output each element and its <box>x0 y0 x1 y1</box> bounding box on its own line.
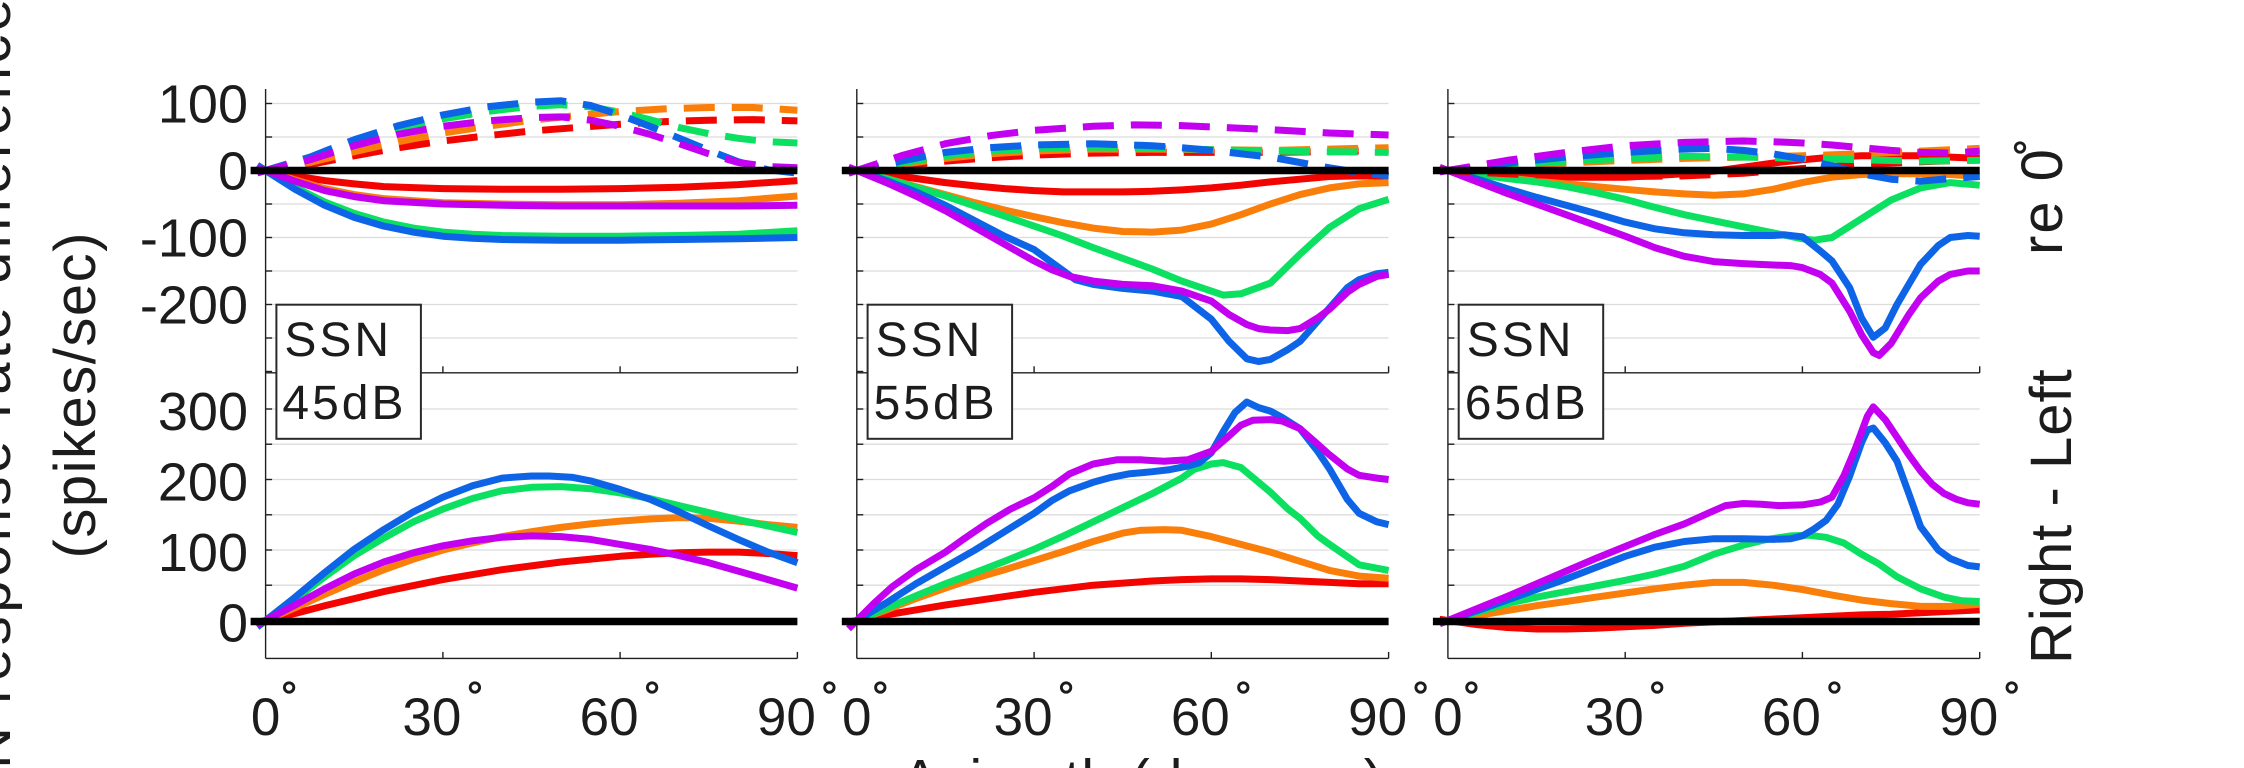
svg-text:55dB: 55dB <box>874 377 998 430</box>
svg-text:90: 90 <box>757 688 816 747</box>
svg-text:AN response rate differences: AN response rate differences <box>0 0 23 768</box>
svg-text:60: 60 <box>1762 688 1821 747</box>
svg-text:60: 60 <box>1171 688 1230 747</box>
svg-text:90: 90 <box>1348 688 1407 747</box>
svg-text:0: 0 <box>218 142 248 202</box>
svg-text:45dB: 45dB <box>282 377 406 430</box>
svg-text:Azimuth (degrees): Azimuth (degrees) <box>901 748 1384 768</box>
svg-text:0: 0 <box>842 688 871 747</box>
svg-text:Right - Left: Right - Left <box>2019 368 2084 664</box>
svg-text:100: 100 <box>158 523 248 583</box>
svg-text:0: 0 <box>251 688 280 747</box>
svg-text:90: 90 <box>1939 688 1998 747</box>
svg-text:-100: -100 <box>140 209 248 269</box>
svg-text:SSN: SSN <box>1467 314 1575 367</box>
svg-text:0: 0 <box>1433 688 1462 747</box>
svg-text:30: 30 <box>402 688 461 747</box>
svg-text:65dB: 65dB <box>1465 377 1589 430</box>
svg-text:SSN: SSN <box>876 314 984 367</box>
svg-text:60: 60 <box>580 688 639 747</box>
svg-text:re 0: re 0 <box>2010 147 2075 255</box>
svg-text:300: 300 <box>158 382 248 442</box>
svg-text:-200: -200 <box>140 276 248 336</box>
svg-text:0: 0 <box>218 594 248 654</box>
svg-text:30: 30 <box>1585 688 1644 747</box>
svg-text:SSN: SSN <box>284 314 392 367</box>
svg-text:30: 30 <box>994 688 1053 747</box>
svg-text:200: 200 <box>158 453 248 513</box>
svg-text:(spikes/sec): (spikes/sec) <box>43 231 108 558</box>
svg-text:100: 100 <box>158 75 248 135</box>
